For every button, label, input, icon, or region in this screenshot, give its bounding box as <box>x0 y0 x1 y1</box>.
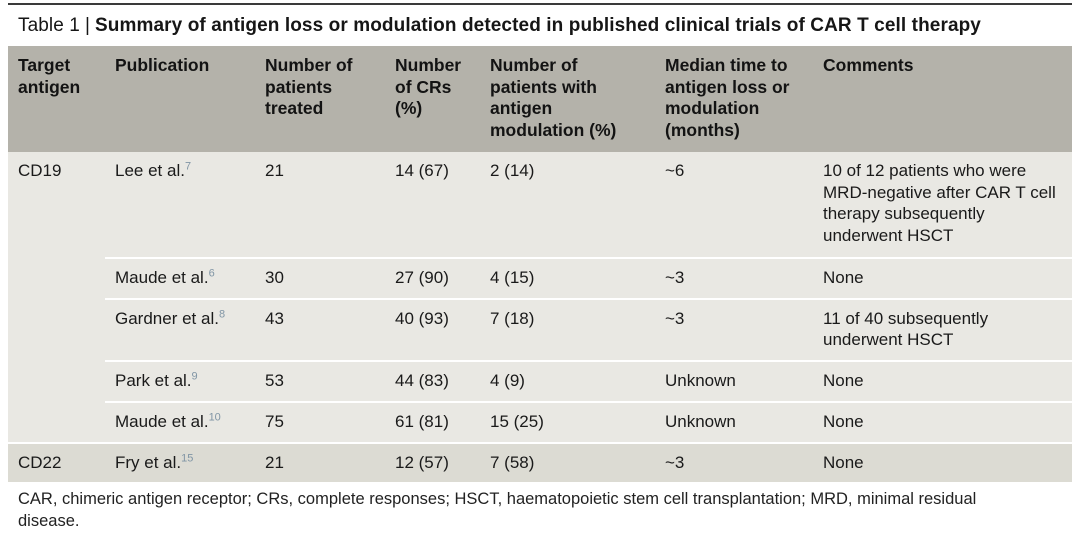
col-target-antigen: Target antigen <box>8 46 105 152</box>
comments-cell: None <box>813 400 1072 443</box>
publication-cell: Lee et al.7 <box>105 151 255 258</box>
median-time-cell: ~3 <box>655 256 813 299</box>
crs-cell: 14 (67) <box>385 151 480 258</box>
patients-treated-cell: 75 <box>255 400 385 443</box>
publication-cell: Maude et al.10 <box>105 400 255 443</box>
table-row: Maude et al.10 75 61 (81) 15 (25) Unknow… <box>8 400 1072 443</box>
crs-cell: 44 (83) <box>385 360 480 402</box>
median-time-cell: Unknown <box>655 360 813 402</box>
crs-cell: 27 (90) <box>385 256 480 299</box>
patients-treated-cell: 53 <box>255 360 385 402</box>
modulation-cell: 4 (15) <box>480 256 655 299</box>
median-time-cell: ~6 <box>655 151 813 258</box>
median-time-cell: ~3 <box>655 297 813 361</box>
modulation-cell: 7 (18) <box>480 297 655 361</box>
publication-cell: Maude et al.6 <box>105 256 255 299</box>
table-row: Maude et al.6 30 27 (90) 4 (15) ~3 None <box>8 256 1072 299</box>
table-title: Table 1 | Summary of antigen loss or modul… <box>8 5 1072 46</box>
table-row: Park et al.9 53 44 (83) 4 (9) Unknown No… <box>8 360 1072 402</box>
col-patients-treated: Number of patients treated <box>255 46 385 152</box>
header-row: Target antigen Publication Number of pat… <box>8 46 1072 152</box>
modulation-cell: 2 (14) <box>480 151 655 258</box>
publication-text: Maude et al. <box>115 411 209 431</box>
reference-superscript: 7 <box>184 160 192 173</box>
publication-text: Gardner et al. <box>115 308 219 328</box>
publication-text: Maude et al. <box>115 267 209 287</box>
patients-treated-cell: 30 <box>255 256 385 299</box>
table-number: Table 1 <box>18 15 80 36</box>
reference-superscript: 9 <box>191 370 198 383</box>
comments-cell: 10 of 12 patients who were MRD-negative … <box>813 151 1072 258</box>
col-comments: Comments <box>813 46 1072 152</box>
table-row: Gardner et al.8 43 40 (93) 7 (18) ~3 11 … <box>8 297 1072 361</box>
crs-cell: 40 (93) <box>385 297 480 361</box>
crs-cell: 12 (57) <box>385 441 480 483</box>
publication-text: Park et al. <box>115 371 192 390</box>
reference-superscript: 6 <box>208 267 215 280</box>
table-body: CD19 Lee et al.7 21 14 (67) 2 (14) ~6 10… <box>8 151 1072 483</box>
table-footnote: CAR, chimeric antigen receptor; CRs, com… <box>18 490 977 531</box>
table-header: Target antigen Publication Number of pat… <box>8 46 1072 152</box>
target-antigen-cell: CD22 <box>8 441 105 483</box>
modulation-cell: 7 (58) <box>480 441 655 483</box>
modulation-cell: 4 (9) <box>480 360 655 402</box>
comments-cell: None <box>813 441 1072 483</box>
comments-cell: None <box>813 256 1072 299</box>
table-row: CD19 Lee et al.7 21 14 (67) 2 (14) ~6 10… <box>8 151 1072 443</box>
publication-cell: Park et al.9 <box>105 360 255 402</box>
publication-text: Lee et al. <box>115 160 185 180</box>
col-number-of-crs: Number of CRs (%) <box>385 46 480 152</box>
col-antigen-modulation: Number of patients with antigen modulati… <box>480 46 655 152</box>
patients-treated-cell: 21 <box>255 151 385 258</box>
patients-treated-cell: 21 <box>255 441 385 483</box>
publication-cell: Fry et al.15 <box>105 441 255 483</box>
table-row: CD22 Fry et al.15 21 12 (57) 7 (58) ~3 N… <box>8 441 1072 483</box>
patients-treated-cell: 43 <box>255 297 385 361</box>
reference-superscript: 8 <box>218 307 226 320</box>
title-separator: | <box>84 15 91 36</box>
table-heading: Summary of antigen loss or modulation de… <box>95 15 981 36</box>
clinical-trials-table: Target antigen Publication Number of pat… <box>8 46 1072 483</box>
reference-superscript: 10 <box>208 411 221 424</box>
median-time-cell: Unknown <box>655 400 813 443</box>
publication-cell: Gardner et al.8 <box>105 297 255 361</box>
target-antigen-cell: CD19 <box>8 151 105 443</box>
comments-cell: None <box>813 360 1072 402</box>
comments-cell: 11 of 40 subsequently underwent HSCT <box>813 297 1072 361</box>
crs-cell: 61 (81) <box>385 400 480 443</box>
median-time-cell: ~3 <box>655 441 813 483</box>
col-median-time: Median time to antigen loss or modulatio… <box>655 46 813 152</box>
modulation-cell: 15 (25) <box>480 400 655 443</box>
top-rule <box>8 3 1072 5</box>
reference-superscript: 15 <box>181 451 194 464</box>
col-publication: Publication <box>105 46 255 152</box>
publication-text: Fry et al. <box>115 452 182 472</box>
